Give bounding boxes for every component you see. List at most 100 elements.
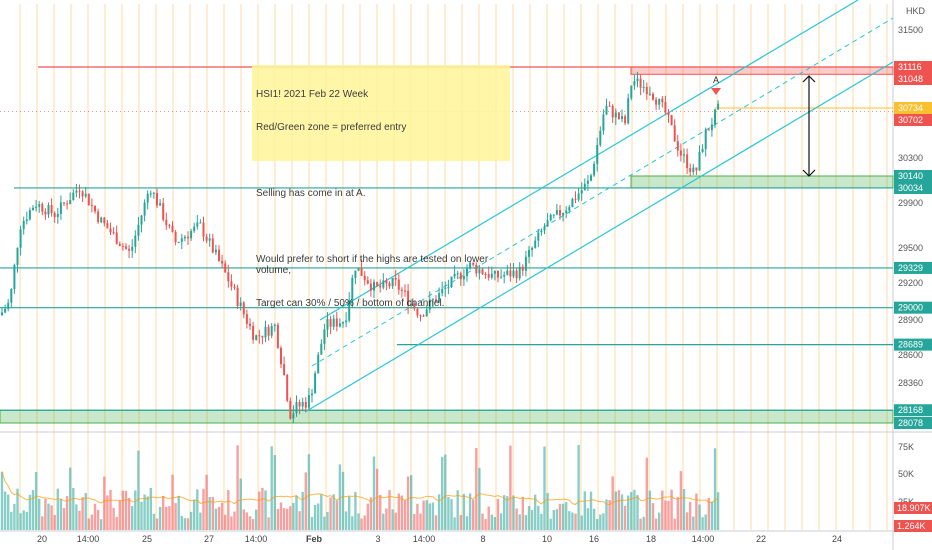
candle-body xyxy=(311,393,313,396)
candle-body xyxy=(16,247,19,265)
price-level-badge xyxy=(894,170,932,182)
volume-bar xyxy=(276,508,280,530)
volume-bar xyxy=(617,490,621,530)
candle-body xyxy=(599,130,602,145)
candle-body xyxy=(608,105,611,107)
price-tick-label: 28900 xyxy=(898,315,923,325)
candle-body xyxy=(428,299,431,310)
volume-bar xyxy=(317,503,320,530)
candle-body xyxy=(698,151,701,171)
candle-body xyxy=(63,202,65,204)
volume-moving-average xyxy=(1,471,719,506)
volume-bar xyxy=(41,516,44,530)
candle-body xyxy=(366,280,369,284)
volume-bar xyxy=(90,514,94,530)
candle-body xyxy=(221,260,224,264)
candle-body xyxy=(670,115,673,126)
volume-bar xyxy=(379,494,382,530)
candle-body xyxy=(493,271,496,274)
candle-body xyxy=(630,85,633,99)
candle-body xyxy=(667,112,670,116)
volume-bar xyxy=(391,509,394,530)
candle-body xyxy=(320,343,323,355)
candle-body xyxy=(679,150,682,156)
candle-body xyxy=(676,141,679,151)
candle-body xyxy=(466,268,468,277)
candle-body xyxy=(103,217,106,224)
target-arrow-head-down xyxy=(802,169,816,177)
candle-body xyxy=(552,214,555,216)
candle-body xyxy=(456,273,459,275)
price-tick-label: 30300 xyxy=(898,153,923,163)
candle-body xyxy=(422,315,425,317)
candle-body xyxy=(286,375,289,401)
candle-body xyxy=(307,395,310,408)
volume-bar xyxy=(462,493,466,530)
candle-body xyxy=(565,210,568,213)
volume-bar xyxy=(716,492,720,530)
candle-body xyxy=(543,226,546,231)
candle-body xyxy=(425,309,428,317)
time-tick-label: Feb xyxy=(306,534,323,544)
candle-body xyxy=(645,86,648,95)
candle-body xyxy=(583,183,586,191)
candle-body xyxy=(438,293,441,302)
buy-zone xyxy=(630,175,894,189)
price-level-label: 31048 xyxy=(898,74,923,84)
volume-bar xyxy=(47,503,50,530)
volume-bar xyxy=(406,476,410,530)
volume-bar xyxy=(549,518,552,530)
candle-body xyxy=(338,323,341,327)
annotation-note[interactable]: HSI1! 2021 Feb 22 Week Red/Green zone = … xyxy=(252,65,510,309)
volume-bar xyxy=(81,497,84,530)
candle-body xyxy=(7,302,10,309)
volume-bar xyxy=(710,501,714,530)
volume-bar xyxy=(586,508,590,530)
note-line xyxy=(256,221,506,232)
volume-bar xyxy=(162,495,165,530)
volume-bar xyxy=(382,513,385,530)
price-level-badge xyxy=(894,102,932,114)
price-level-label: 30734 xyxy=(898,103,923,113)
candle-body xyxy=(459,273,462,280)
volume-bar xyxy=(304,472,307,530)
candle-body xyxy=(252,325,255,340)
volume-bar xyxy=(115,517,118,530)
candle-body xyxy=(617,112,620,120)
time-axis[interactable]: 20 14:00 25 27 14:00 Feb 3 14:00 8 10 16 18 14:00 22 2… xyxy=(0,530,932,544)
volume-bar xyxy=(155,518,159,530)
time-tick-label: 24 xyxy=(832,534,842,544)
time-tick-label: 20 xyxy=(37,534,47,544)
volume-bar xyxy=(499,513,503,530)
candle-body xyxy=(180,238,183,242)
volume-bar xyxy=(484,519,487,530)
candle-body xyxy=(128,248,131,251)
volume-bar xyxy=(506,496,509,530)
volume-bar xyxy=(704,514,707,530)
volume-bar xyxy=(236,445,239,530)
candle-body xyxy=(707,129,710,131)
candle-body xyxy=(497,271,499,278)
volume-badge-label: 18.907K xyxy=(897,503,931,513)
volume-tick-label: 50K xyxy=(898,469,914,479)
candle-body xyxy=(528,249,530,257)
candle-body xyxy=(376,281,379,286)
candle-body xyxy=(546,220,549,227)
price-level-badge xyxy=(894,73,932,85)
candle-body xyxy=(112,232,115,234)
candle-body xyxy=(1,312,3,316)
volume-bar xyxy=(332,494,335,530)
price-level-badge xyxy=(894,417,932,429)
price-tick-label: 29500 xyxy=(898,243,923,253)
volume-bar xyxy=(602,513,605,530)
candle-body xyxy=(81,191,84,197)
candle-body xyxy=(283,364,286,376)
candle-body xyxy=(50,204,53,214)
volume-bar xyxy=(56,488,59,530)
price-axis[interactable]: HKD3150030300299002950029200289002860028… xyxy=(894,6,932,429)
volume-bar xyxy=(496,498,500,530)
price-level-label: 31116 xyxy=(898,62,922,72)
candle-body xyxy=(611,106,614,118)
